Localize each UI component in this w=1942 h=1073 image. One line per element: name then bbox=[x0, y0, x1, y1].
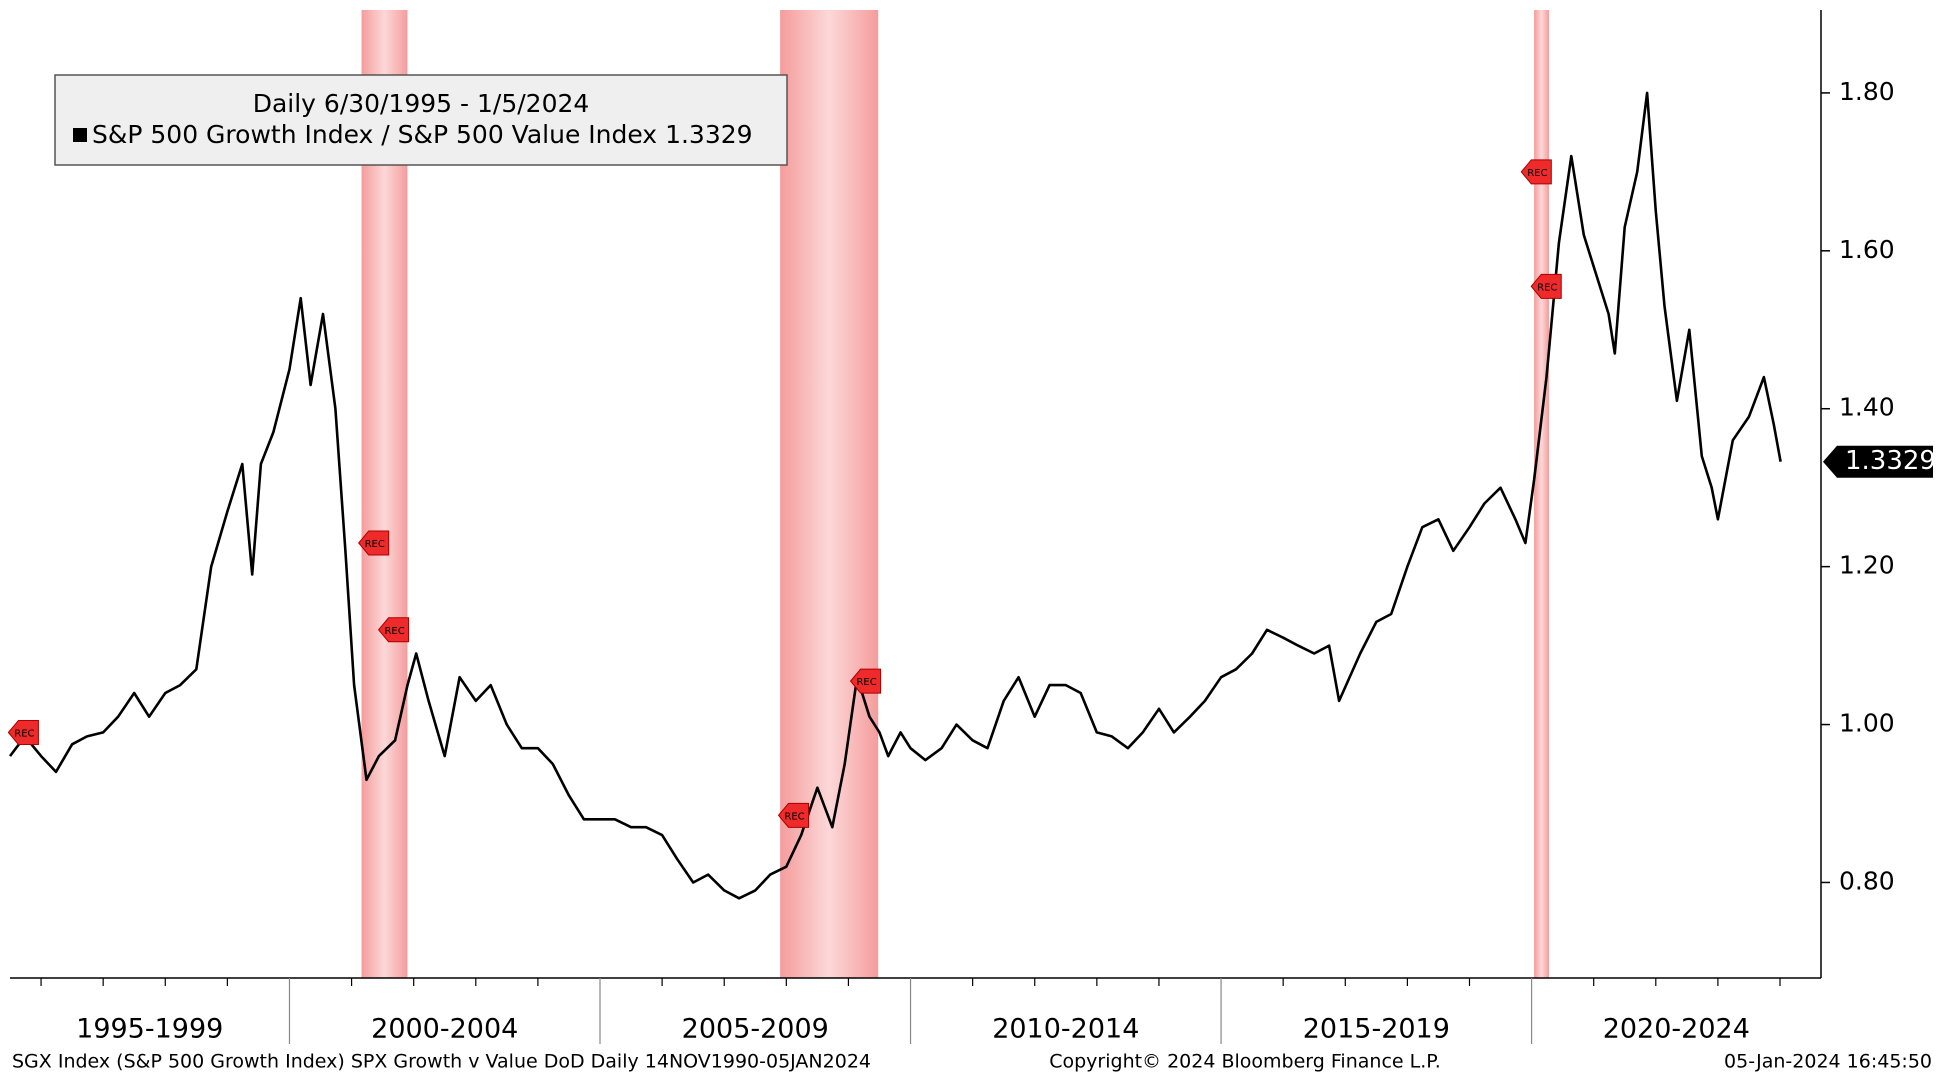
recession-band bbox=[780, 10, 879, 978]
x-period-label: 2005-2009 bbox=[682, 1014, 829, 1045]
rec-label: REC bbox=[365, 539, 385, 550]
legend-box bbox=[54, 74, 788, 166]
legend-name: S&P 500 Growth Index / S&P 500 Value Ind… bbox=[92, 120, 657, 149]
y-tick-label: 1.80 bbox=[1839, 77, 1895, 106]
rec-marker bbox=[358, 530, 390, 556]
rec-marker bbox=[1520, 159, 1552, 185]
x-period-label: 1995-1999 bbox=[76, 1014, 223, 1045]
rec-marker bbox=[849, 668, 882, 694]
x-period-label: 2010-2014 bbox=[992, 1014, 1139, 1045]
plot bbox=[8, 91, 1782, 900]
rec-label: REC bbox=[856, 677, 876, 688]
recession-band bbox=[1534, 10, 1549, 978]
footer-center: Copyright© 2024 Bloomberg Finance L.P. bbox=[1049, 1051, 1441, 1073]
rec-label: REC bbox=[784, 811, 804, 822]
y-tick-label: 0.80 bbox=[1839, 866, 1895, 895]
rec-marker bbox=[777, 802, 810, 828]
recession-band bbox=[361, 10, 408, 978]
legend-entry: S&P 500 Growth Index / S&P 500 Value Ind… bbox=[92, 120, 753, 149]
y-tick-label: 1.60 bbox=[1839, 235, 1895, 264]
rec-label: REC bbox=[14, 728, 34, 739]
rec-marker bbox=[7, 719, 39, 745]
last-value-label: 1.3329 bbox=[1845, 446, 1936, 476]
y-tick-label: 1.40 bbox=[1839, 393, 1895, 422]
legend-last-value: 1.3329 bbox=[665, 120, 752, 149]
rec-label: REC bbox=[384, 626, 404, 637]
rec-marker bbox=[377, 617, 410, 643]
rec-label: REC bbox=[1527, 168, 1547, 179]
last-value-box bbox=[1823, 445, 1933, 478]
x-period-label: 2015-2019 bbox=[1303, 1014, 1450, 1045]
y-tick-label: 1.00 bbox=[1839, 709, 1895, 738]
x-period-label: 2020-2024 bbox=[1603, 1014, 1750, 1045]
rec-label: REC bbox=[1537, 282, 1557, 293]
footer-right: 05-Jan-2024 16:45:50 bbox=[1724, 1051, 1932, 1073]
series-line bbox=[8, 91, 1782, 900]
x-period-label: 2000-2004 bbox=[371, 1014, 518, 1045]
legend-title: Daily 6/30/1995 - 1/5/2024 bbox=[253, 89, 590, 118]
y-tick-label: 1.20 bbox=[1839, 551, 1895, 580]
footer-left: SGX Index (S&P 500 Growth Index) SPX Gro… bbox=[12, 1051, 871, 1073]
rec-marker bbox=[1530, 273, 1562, 299]
legend-swatch bbox=[73, 128, 87, 142]
